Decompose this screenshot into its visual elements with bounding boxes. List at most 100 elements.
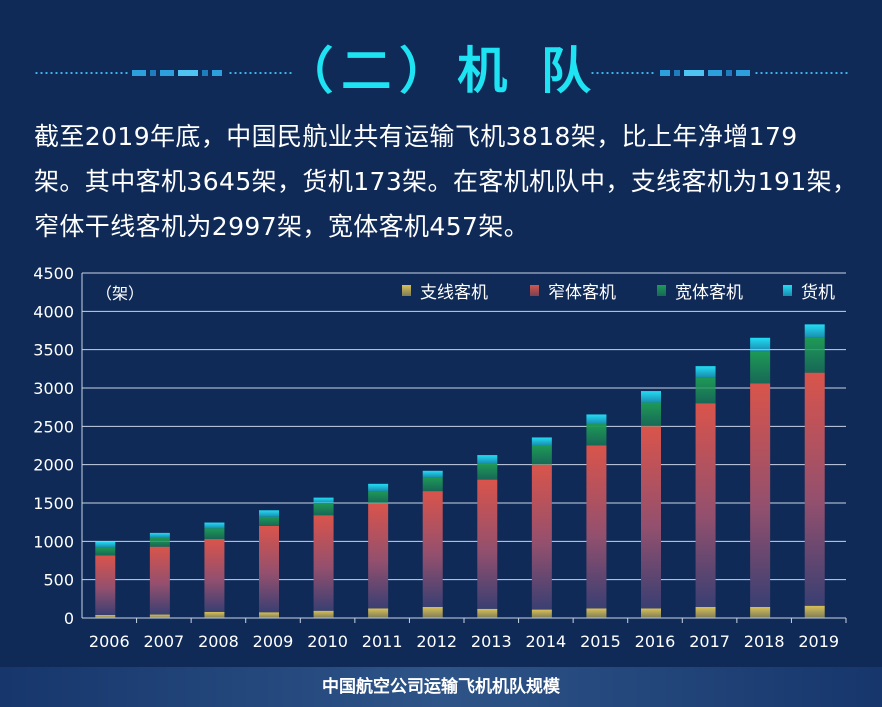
bar-2009-series-3	[259, 510, 279, 517]
bar-2008-series-3	[204, 522, 225, 529]
bar-2013-series-1	[477, 479, 498, 609]
bar-2014-series-0	[531, 609, 552, 618]
bar-2006-series-2	[95, 547, 116, 556]
bar-2019-series-3	[804, 324, 825, 338]
x-tick-label: 2019	[798, 632, 839, 651]
bar-2006-series-3	[95, 541, 116, 548]
bar-2018-series-0	[750, 606, 771, 618]
bar-2018-series-3	[750, 337, 771, 352]
grid-layer	[82, 272, 846, 619]
legend-swatch	[530, 285, 539, 296]
x-tick-label: 2006	[89, 632, 130, 651]
y-tick-label: 3000	[33, 379, 74, 398]
bar-2012-series-1	[422, 491, 443, 607]
y-tick-label: 2500	[33, 417, 74, 436]
bar-2016-series-3	[641, 391, 661, 403]
x-tick-label: 2014	[525, 632, 566, 651]
bar-2012-series-2	[422, 477, 443, 492]
bar-2016-series-1	[641, 426, 661, 609]
legend-label: 宽体客机	[675, 283, 743, 303]
bar-2008-series-1	[204, 539, 225, 612]
bar-2017-series-1	[695, 403, 716, 607]
bar-2013-series-3	[477, 455, 498, 464]
x-tick-label: 2011	[362, 632, 403, 651]
legend-label: 窄体客机	[548, 283, 616, 303]
y-tick-label: 500	[43, 571, 74, 590]
bar-2011-series-3	[368, 483, 389, 492]
title-decoration-left	[34, 70, 292, 76]
bar-2013-series-2	[477, 463, 498, 480]
title-decoration-right	[590, 70, 848, 76]
bar-2015-series-3	[586, 414, 607, 425]
y-tick-label: 3500	[33, 341, 74, 360]
bar-2017-series-3	[695, 366, 716, 378]
section-title: （二）机 队	[283, 42, 599, 100]
bar-2011-series-0	[368, 608, 389, 618]
legend: 支线客机 窄体客机 宽体客机 货机	[402, 283, 835, 303]
bar-2019-series-1	[804, 372, 825, 606]
bar-2019-series-0	[804, 605, 825, 618]
bar-2014-series-3	[531, 437, 552, 446]
bar-2017-series-2	[695, 377, 716, 404]
x-tick-label: 2013	[471, 632, 512, 651]
bar-2009-series-2	[259, 516, 279, 526]
y-tick-label: 1000	[33, 532, 74, 551]
y-axis-unit-label: （架）	[96, 284, 144, 303]
legend-swatch	[783, 285, 792, 296]
intro-line-2: 架。其中客机3645架，货机173架。在客机机队中，支线客机为191架，	[34, 167, 858, 196]
bar-2011-series-1	[368, 503, 389, 609]
bar-2011-series-2	[368, 491, 389, 504]
legend-swatch	[657, 285, 666, 296]
chart-caption: 中国航空公司运输飞机机队规模	[322, 677, 560, 697]
bar-2009-series-1	[259, 526, 279, 613]
legend-swatch	[402, 285, 411, 296]
bar-2010-series-0	[313, 610, 334, 618]
legend-label: 支线客机	[420, 283, 488, 303]
axis-layer: 0 500 1000 1500 2000 2500 3000 3500 4000 4500 （架） 2…	[33, 264, 847, 651]
legend-label: 货机	[801, 283, 835, 303]
bar-2016-series-0	[641, 608, 661, 618]
intro-line-3: 窄体干线客机为2997架，宽体客机457架。	[34, 212, 530, 241]
bar-layer	[95, 324, 825, 618]
chart-caption-bar: 中国航空公司运输飞机机队规模	[0, 667, 882, 707]
bar-2010-series-1	[313, 515, 334, 611]
bar-2009-series-0	[259, 612, 279, 618]
x-tick-label: 2009	[253, 632, 294, 651]
y-tick-label: 4500	[33, 264, 74, 283]
bar-2019-series-2	[804, 337, 825, 373]
x-tick-label: 2015	[580, 632, 621, 651]
y-tick-label: 4000	[33, 302, 74, 321]
bar-2007-series-2	[149, 537, 170, 547]
fleet-bar-chart: 0 500 1000 1500 2000 2500 3000 3500 4000 4500 （架） 2…	[33, 264, 847, 651]
x-tick-label: 2008	[198, 632, 239, 651]
bar-2012-series-3	[422, 470, 443, 478]
x-tick-label: 2010	[307, 632, 348, 651]
x-tick-label: 2012	[416, 632, 457, 651]
bar-2010-series-3	[313, 497, 334, 503]
bar-2018-series-1	[750, 383, 771, 607]
bar-2017-series-0	[695, 606, 716, 618]
x-tick-label: 2017	[689, 632, 730, 651]
y-tick-label: 1500	[33, 494, 74, 513]
bar-2012-series-0	[422, 606, 443, 618]
bar-2008-series-0	[204, 611, 225, 618]
bar-2018-series-2	[750, 351, 771, 384]
bar-2014-series-2	[531, 445, 552, 465]
intro-paragraph: 截至2019年底，中国民航业共有运输飞机3818架，比上年净增179 架。其中客…	[34, 114, 858, 249]
bar-2016-series-2	[641, 402, 661, 427]
header: （二）机 队	[0, 36, 882, 108]
bar-2006-series-1	[95, 555, 116, 615]
intro-line-1: 截至2019年底，中国民航业共有运输飞机3818架，比上年净增179	[34, 122, 798, 151]
x-tick-label: 2007	[143, 632, 184, 651]
x-tick-label: 2018	[744, 632, 785, 651]
bar-2013-series-0	[477, 608, 498, 618]
bar-2010-series-2	[313, 503, 334, 516]
bar-2007-series-3	[149, 532, 170, 538]
y-tick-label: 2000	[33, 456, 74, 475]
x-tick-label: 2016	[635, 632, 676, 651]
y-tick-label: 0	[64, 609, 74, 628]
bar-2015-series-2	[586, 424, 607, 446]
bar-2007-series-0	[149, 614, 170, 618]
bar-2015-series-0	[586, 608, 607, 618]
bar-2008-series-2	[204, 528, 225, 540]
